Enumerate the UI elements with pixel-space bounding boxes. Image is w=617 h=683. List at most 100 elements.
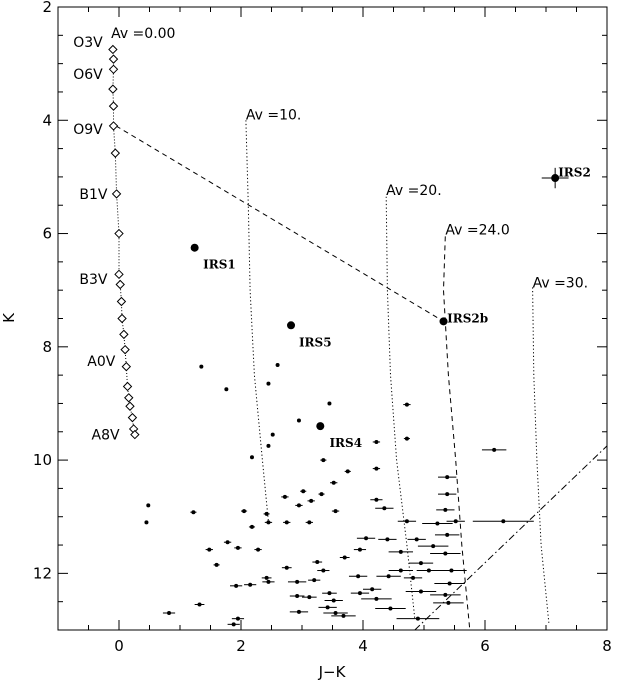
star-point	[321, 568, 326, 573]
source-label: IRS5	[299, 335, 332, 349]
star-point	[374, 466, 379, 471]
star-point	[275, 362, 280, 367]
main-sequence	[108, 44, 140, 440]
star-point	[284, 565, 289, 570]
star-point	[356, 574, 361, 579]
star-point	[492, 447, 497, 452]
star-point	[382, 506, 387, 511]
star-point	[364, 536, 369, 541]
star-point	[370, 587, 375, 592]
spectral-type-label: B3V	[79, 272, 108, 288]
extinction-label: Av =20.	[386, 183, 442, 199]
star-point	[331, 480, 336, 485]
star-point	[415, 616, 420, 621]
main-sequence-diamond	[114, 228, 124, 239]
star-point	[418, 589, 423, 594]
x-tick-label: 0	[114, 637, 124, 655]
star-point	[404, 402, 409, 407]
star-point	[264, 511, 269, 516]
star-point	[242, 509, 247, 514]
source-marker	[439, 317, 448, 326]
main-sequence-diamond	[108, 121, 119, 131]
star-point	[333, 509, 338, 514]
star-point	[214, 562, 219, 567]
star-point	[374, 497, 379, 502]
main-sequence-diamond	[120, 344, 130, 355]
star-point	[357, 547, 362, 552]
star-point	[266, 443, 271, 448]
main-sequence-diamond	[124, 393, 134, 403]
star-point	[426, 568, 431, 573]
extinction-label: Av =10.	[246, 108, 302, 124]
main-sequence-line	[112, 49, 136, 435]
main-sequence-diamond	[111, 189, 122, 199]
spectral-type-label: B1V	[79, 187, 108, 203]
spectral-type-label: O6V	[73, 67, 103, 83]
extinction-label: Av =24.0	[445, 223, 509, 239]
star-point	[443, 551, 448, 556]
star-point	[445, 492, 450, 497]
star-point	[270, 432, 275, 437]
star-point	[453, 519, 458, 524]
reddening-band-line	[115, 125, 444, 322]
star-point	[445, 475, 450, 480]
star-point	[325, 605, 330, 610]
source-marker	[190, 243, 199, 252]
source-label: IRS1	[203, 258, 236, 272]
completeness-limit-line	[414, 445, 608, 631]
star-point	[418, 561, 423, 566]
extinction-label: Av =30.	[533, 275, 589, 291]
star-point	[404, 519, 409, 524]
main-sequence-diamond	[119, 329, 129, 340]
y-axis-label: K	[0, 312, 18, 323]
source-marker	[316, 422, 325, 431]
star-point	[296, 503, 301, 508]
star-point	[307, 595, 312, 600]
y-tick-label: 10	[33, 451, 52, 469]
star-point	[386, 574, 391, 579]
main-sequence-diamond	[125, 401, 135, 411]
star-point	[199, 364, 204, 369]
main-sequence-diamond	[115, 279, 125, 290]
y-tick-labels: 2 4 6 8 10 12	[33, 0, 52, 582]
star-point	[443, 507, 448, 512]
reddening-vector-line	[532, 287, 550, 625]
main-sequence-diamond	[114, 269, 124, 280]
star-point	[295, 594, 300, 599]
star-point	[374, 596, 379, 601]
star-point	[398, 549, 403, 554]
main-sequence-diamond	[108, 101, 119, 111]
star-point	[327, 591, 332, 596]
star-point	[207, 547, 212, 552]
star-point	[446, 600, 451, 605]
main-sequence-diamond	[122, 381, 133, 392]
star-point	[249, 455, 254, 460]
star-point	[445, 532, 450, 537]
reddening-vector-line	[385, 196, 416, 619]
star-point	[248, 582, 253, 587]
star-point	[249, 524, 254, 529]
star-point	[266, 579, 271, 584]
spectral-type-label: O9V	[73, 122, 103, 138]
star-point	[197, 602, 202, 607]
star-point	[321, 458, 326, 463]
main-sequence-diamond	[127, 412, 138, 423]
y-tick-label: 8	[42, 338, 52, 356]
star-point	[295, 579, 300, 584]
star-point	[315, 560, 320, 565]
source-label: IRS4	[329, 436, 362, 450]
star-point	[333, 611, 338, 616]
x-tick-label: 4	[358, 637, 368, 655]
star-point	[256, 547, 261, 552]
main-sequence-diamond	[108, 54, 119, 64]
star-point	[144, 520, 149, 525]
spectral-type-label: A0V	[87, 354, 115, 370]
main-sequence-diamond	[108, 64, 119, 75]
star-point	[296, 609, 301, 614]
star-point	[431, 544, 436, 549]
star-point	[345, 469, 350, 474]
star-point	[234, 583, 239, 588]
star-point	[443, 592, 448, 597]
star-point	[296, 418, 301, 423]
star-point	[309, 498, 314, 503]
